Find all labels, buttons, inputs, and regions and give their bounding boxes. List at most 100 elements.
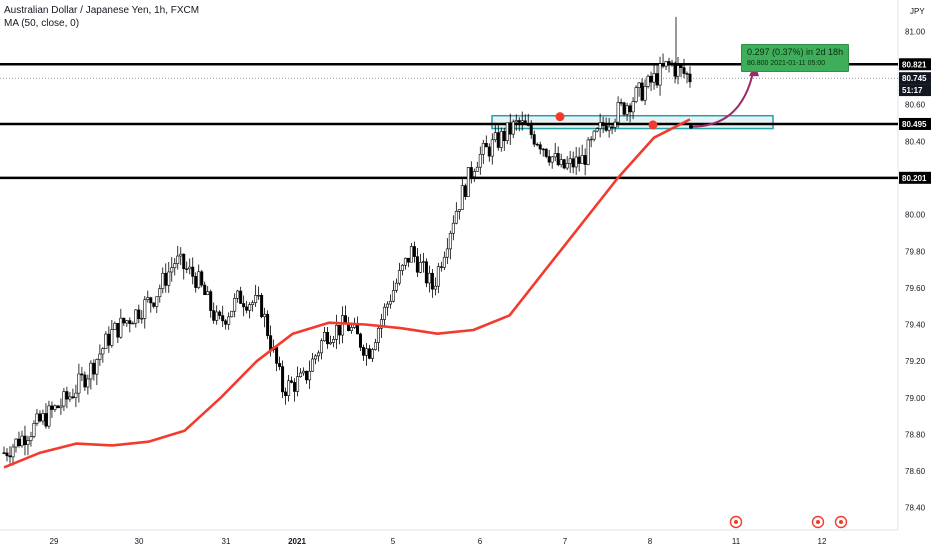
candle-body	[466, 167, 470, 197]
candle-body	[5, 452, 9, 457]
candle-body	[155, 296, 159, 307]
candle-body	[167, 271, 171, 286]
candle-body	[658, 63, 662, 86]
candle-body	[643, 86, 647, 101]
candle-body	[412, 246, 416, 257]
candle-body	[652, 73, 656, 83]
candle-body	[83, 374, 87, 388]
candle-body	[439, 266, 443, 268]
candle-body	[559, 159, 563, 166]
candle-body	[71, 396, 75, 398]
candle-body	[604, 125, 608, 131]
candle-body	[50, 405, 54, 410]
candle-body	[364, 348, 368, 356]
candle-body	[508, 122, 512, 135]
candle-body	[400, 264, 404, 271]
candle-body	[236, 290, 240, 299]
candle-body	[254, 295, 258, 304]
candle-body	[619, 102, 623, 104]
candle-body	[607, 126, 611, 131]
candle-body	[664, 61, 668, 67]
candle-body	[382, 306, 386, 320]
candle-body	[349, 327, 353, 331]
event-icon-core	[839, 520, 843, 524]
touch-marker	[555, 112, 565, 122]
candle-body	[448, 232, 452, 250]
candle-body	[487, 146, 491, 157]
y-tick-label: 79.60	[905, 284, 926, 293]
candle-body	[394, 282, 398, 291]
y-tick-label: 79.00	[905, 394, 926, 403]
candle-body	[391, 290, 395, 302]
candle-body	[158, 288, 162, 298]
candle-body	[379, 319, 383, 329]
candle-body	[110, 329, 114, 346]
candle-body	[248, 304, 252, 311]
candle-body	[86, 378, 90, 388]
chart-legend: Australian Dollar / Japanese Yen, 1h, FX…	[4, 4, 199, 30]
candle-body	[311, 358, 315, 372]
candle-body	[679, 65, 683, 68]
candle-body	[457, 209, 461, 212]
candle-body	[493, 132, 497, 141]
candle-body	[227, 316, 231, 325]
candle-body	[143, 299, 147, 319]
candle-body	[275, 347, 279, 364]
x-tick-label: 6	[478, 537, 483, 546]
candle-body	[200, 271, 204, 286]
level-tag-resistance-bg	[899, 58, 931, 71]
candle-body	[32, 423, 36, 437]
candle-body	[152, 302, 156, 307]
candle-body	[517, 120, 521, 123]
candle-body	[358, 333, 362, 348]
candle-body	[239, 290, 243, 304]
y-tick-label: 80.40	[905, 137, 926, 146]
candle-body	[77, 373, 81, 394]
candle-body	[203, 284, 207, 296]
candle-body	[409, 246, 413, 263]
candle-body	[194, 276, 198, 288]
candle-body	[209, 291, 213, 311]
candle-body	[128, 320, 132, 324]
candle-body	[44, 413, 48, 427]
projection-start-dot	[689, 124, 693, 129]
candle-body	[649, 75, 653, 83]
candle-body	[418, 262, 422, 273]
x-tick-label: 11	[732, 537, 741, 546]
last-price-tag-bg	[899, 72, 931, 85]
candle-body	[287, 380, 291, 396]
candle-body	[29, 436, 33, 441]
candle-body	[451, 222, 455, 234]
event-icon-core	[816, 520, 820, 524]
candle-body	[616, 102, 620, 123]
candle-body	[8, 455, 12, 458]
candle-body	[529, 124, 533, 135]
candle-body	[98, 353, 102, 360]
last-price-tag: 80.745	[899, 72, 931, 85]
candle-body	[682, 67, 686, 74]
level-tag-support-low-bg	[899, 171, 931, 184]
candle-body	[20, 435, 24, 447]
candle-body	[308, 370, 312, 381]
candle-body	[164, 272, 168, 286]
candle-body	[146, 297, 150, 301]
level-tag-support-low-text: 80.201	[902, 174, 927, 183]
candle-body	[445, 248, 449, 258]
candle-body	[230, 310, 234, 318]
candle-body	[376, 327, 380, 343]
x-tick-label: 7	[563, 537, 568, 546]
candle-body	[646, 75, 650, 87]
touch-marker	[648, 120, 658, 130]
candle-body	[296, 376, 300, 392]
candle-body	[326, 332, 330, 345]
event-icon-core	[734, 520, 738, 524]
last-price-tag-text: 80.745	[902, 74, 927, 83]
x-tick-label: 30	[135, 537, 144, 546]
countdown-tag: 51:17	[899, 84, 931, 97]
candle-body	[116, 322, 120, 338]
candle-body	[598, 122, 602, 129]
candle-body	[388, 300, 392, 305]
x-tick-label: 5	[391, 537, 396, 546]
candle-body	[104, 333, 108, 349]
